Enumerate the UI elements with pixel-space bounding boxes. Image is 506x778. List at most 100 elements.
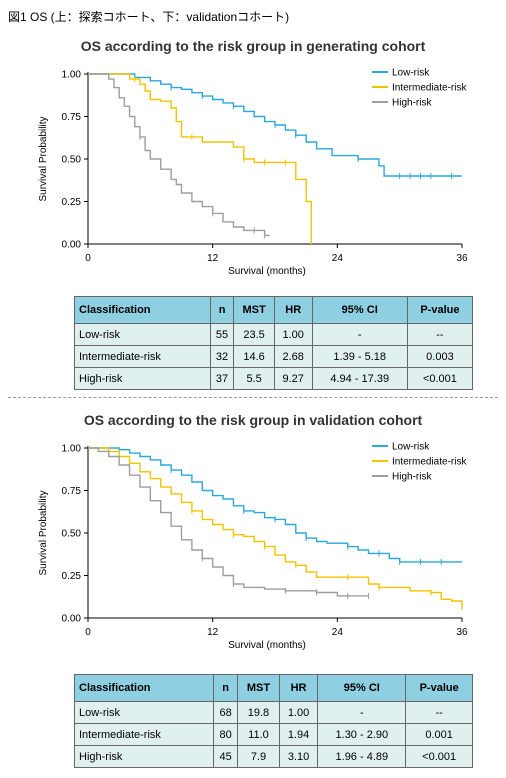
- chart-title: OS according to the risk group in genera…: [80, 38, 426, 54]
- stats-table-validation: Classification n MST HR 95% CI P-value L…: [73, 674, 473, 768]
- header-pvalue: P-value: [405, 674, 473, 702]
- y-tick-label: 0.50: [62, 155, 82, 166]
- cell: 1.00: [278, 701, 319, 724]
- cell: High-risk: [74, 367, 211, 390]
- cell: 55: [209, 323, 235, 346]
- x-tick-label: 24: [332, 627, 344, 638]
- cell: <0.001: [406, 367, 474, 390]
- table-row: Low-risk 68 19.8 1.00 - --: [73, 701, 473, 724]
- header-n: n: [209, 296, 235, 324]
- cell: 1.96 - 4.89: [317, 745, 407, 768]
- survival-curve: [88, 447, 462, 563]
- cell: High-risk: [73, 745, 215, 768]
- cell: 68: [213, 701, 239, 724]
- table-row: Intermediate-risk 32 14.6 2.68 1.39 - 5.…: [74, 345, 474, 368]
- cell: 23.5: [233, 323, 275, 346]
- x-tick-label: 12: [207, 253, 219, 264]
- header-hr: HR: [278, 674, 319, 702]
- header-mst: MST: [233, 296, 275, 324]
- x-tick-label: 12: [207, 627, 219, 638]
- legend-label: High-risk: [392, 98, 432, 109]
- validation-cohort-section: OS according to the risk group in valida…: [0, 406, 506, 778]
- survival-curve: [88, 447, 463, 610]
- chart-title: OS according to the risk group in valida…: [83, 412, 423, 428]
- legend-label: Low-risk: [392, 68, 430, 79]
- y-axis-label: Survival Probability: [38, 490, 49, 575]
- cell: 0.003: [406, 345, 474, 368]
- survival-curve: [88, 73, 313, 244]
- y-tick-label: 0.25: [62, 571, 82, 582]
- y-tick-label: 0.50: [62, 529, 82, 540]
- cell: --: [405, 701, 473, 724]
- y-tick-label: 0.25: [62, 197, 82, 208]
- cell: 1.00: [273, 323, 313, 346]
- cell: Low-risk: [73, 701, 215, 724]
- y-tick-label: 0.00: [62, 614, 82, 625]
- y-axis-label: Survival Probability: [38, 116, 49, 201]
- table-row: Intermediate-risk 80 11.0 1.94 1.30 - 2.…: [73, 723, 473, 746]
- cell: 11.0: [237, 723, 280, 746]
- header-classification: Classification: [73, 674, 215, 702]
- survival-curve: [88, 447, 369, 597]
- cell: 9.27: [273, 367, 313, 390]
- cell: 7.9: [237, 745, 280, 768]
- header-n: n: [213, 674, 239, 702]
- header-hr: HR: [273, 296, 313, 324]
- cell: <0.001: [405, 745, 473, 768]
- cell: Intermediate-risk: [74, 345, 211, 368]
- cell: 4.94 - 17.39: [311, 367, 408, 390]
- cell: -: [317, 701, 407, 724]
- survival-curve: [88, 73, 462, 177]
- x-tick-label: 0: [85, 253, 91, 264]
- cell: Intermediate-risk: [73, 723, 215, 746]
- generating-cohort-section: OS according to the risk group in genera…: [0, 32, 506, 390]
- cell: 1.94: [278, 723, 319, 746]
- table-header-row: Classification n MST HR 95% CI P-value: [73, 674, 473, 702]
- cell: 0.001: [405, 723, 473, 746]
- x-axis-label: Survival (months): [228, 640, 306, 651]
- cell: 2.68: [273, 345, 313, 368]
- survival-curve: [88, 73, 270, 237]
- y-tick-label: 1.00: [62, 70, 82, 81]
- legend-label: Intermediate-risk: [392, 457, 467, 468]
- y-tick-label: 1.00: [62, 444, 82, 455]
- cell: -: [311, 323, 408, 346]
- header-classification: Classification: [74, 296, 211, 324]
- cell: 32: [209, 345, 235, 368]
- header-mst: MST: [237, 674, 280, 702]
- km-chart-validation: 0.00 0.25 0.50 0.75 1.00 0 12 24 36 Survival (mon…: [38, 442, 468, 652]
- legend-label: High-risk: [392, 472, 432, 483]
- header-ci: 95% CI: [311, 296, 408, 324]
- cell: 1.30 - 2.90: [317, 723, 407, 746]
- x-axis-label: Survival (months): [228, 266, 306, 277]
- y-tick-label: 0.00: [62, 240, 82, 251]
- x-tick-label: 36: [456, 253, 468, 264]
- cell: 3.10: [278, 745, 319, 768]
- cell: 37: [209, 367, 235, 390]
- section-divider: [8, 397, 498, 398]
- cell: 45: [213, 745, 239, 768]
- cell: 1.39 - 5.18: [311, 345, 408, 368]
- header-ci: 95% CI: [317, 674, 407, 702]
- x-tick-label: 36: [456, 627, 468, 638]
- legend-label: Intermediate-risk: [392, 83, 467, 94]
- cell: Low-risk: [74, 323, 211, 346]
- cell: 19.8: [237, 701, 280, 724]
- y-tick-label: 0.75: [62, 112, 82, 123]
- figure-title: 図1 OS (上：探索コホート、下：validationコホート): [8, 10, 290, 24]
- header-pvalue: P-value: [406, 296, 474, 324]
- cell: 14.6: [233, 345, 275, 368]
- cell: --: [406, 323, 474, 346]
- cell: 80: [213, 723, 239, 746]
- x-tick-label: 24: [332, 253, 344, 264]
- table-row: Low-risk 55 23.5 1.00 - --: [74, 323, 474, 346]
- legend-label: Low-risk: [392, 442, 430, 453]
- km-chart-generating: 0.00 0.25 0.50 0.75 1.00 0 12 24 36 Survival (mon…: [38, 68, 468, 278]
- table-row: High-risk 45 7.9 3.10 1.96 - 4.89 <0.001: [73, 745, 473, 768]
- cell: 5.5: [233, 367, 275, 390]
- stats-table-generating: Classification n MST HR 95% CI P-value L…: [74, 296, 474, 390]
- table-row: High-risk 37 5.5 9.27 4.94 - 17.39 <0.00…: [74, 367, 474, 390]
- y-tick-label: 0.75: [62, 486, 82, 497]
- table-header-row: Classification n MST HR 95% CI P-value: [74, 296, 474, 324]
- x-tick-label: 0: [85, 627, 91, 638]
